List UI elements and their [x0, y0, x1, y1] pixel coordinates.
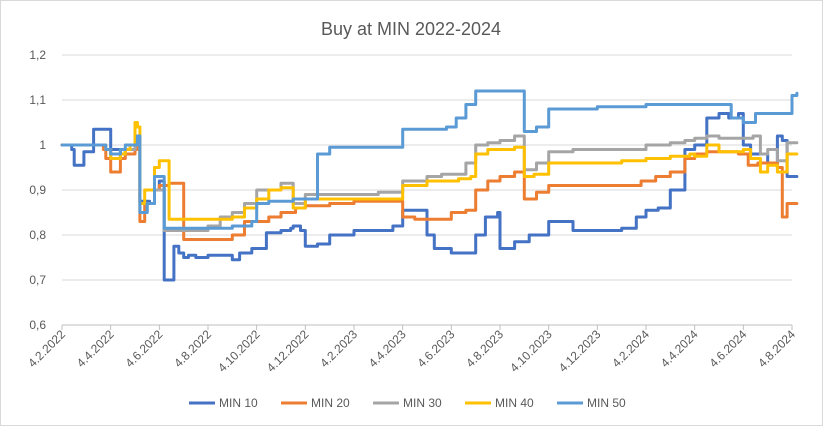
y-tick-label: 0,9 [29, 183, 46, 197]
y-tick-label: 0,6 [29, 318, 46, 332]
x-tick-label: 4.4.2022 [74, 327, 117, 370]
x-tick-label: 4.12.2022 [264, 327, 312, 375]
legend-label: MIN 10 [219, 396, 258, 410]
x-tick-label: 4.2.2023 [317, 327, 360, 370]
chart-title: Buy at MIN 2022-2024 [321, 19, 501, 39]
legend-label: MIN 40 [495, 396, 534, 410]
x-tick-label: 4.8.2024 [755, 327, 798, 370]
x-tick-label: 4.2.2022 [25, 327, 68, 370]
series-line-5 [60, 89, 799, 230]
legend: MIN 10 MIN 20 MIN 30 MIN 40 MIN 50 [189, 396, 626, 410]
series-line-1 [60, 112, 799, 282]
x-tick-label: 4.12.2023 [556, 327, 604, 375]
x-tick-label: 4.10.2023 [507, 327, 555, 375]
x-tick-label: 4.6.2022 [123, 327, 166, 370]
x-tick-label: 4.4.2024 [658, 327, 701, 370]
gridlines [61, 54, 793, 330]
x-axis-ticks: 4.2.2022 4.4.2022 4.6.2022 4.8.2022 4.10.202… [25, 327, 798, 375]
y-tick-label: 1 [39, 138, 46, 152]
x-tick-label: 4.4.2023 [366, 327, 409, 370]
y-tick-label: 1,1 [29, 93, 46, 107]
legend-label: MIN 30 [403, 396, 442, 410]
x-tick-label: 4.2.2024 [609, 327, 652, 370]
series-line-4 [60, 121, 799, 221]
legend-label: MIN 20 [311, 396, 350, 410]
x-tick-label: 4.6.2024 [707, 327, 750, 370]
y-tick-label: 0,8 [29, 228, 46, 242]
x-tick-label: 4.8.2022 [171, 327, 214, 370]
y-tick-label: 0,7 [29, 273, 46, 287]
x-tick-label: 4.10.2022 [215, 327, 263, 375]
y-tick-label: 1,2 [29, 48, 46, 62]
series-lines [60, 89, 799, 282]
y-axis-ticks: 0,6 0,7 0,8 0,9 1 1,1 1,2 [29, 48, 46, 332]
legend-label: MIN 50 [587, 396, 626, 410]
x-tick-label: 4.6.2023 [415, 327, 458, 370]
series-line-2 [60, 143, 799, 241]
x-tick-label: 4.8.2023 [463, 327, 506, 370]
